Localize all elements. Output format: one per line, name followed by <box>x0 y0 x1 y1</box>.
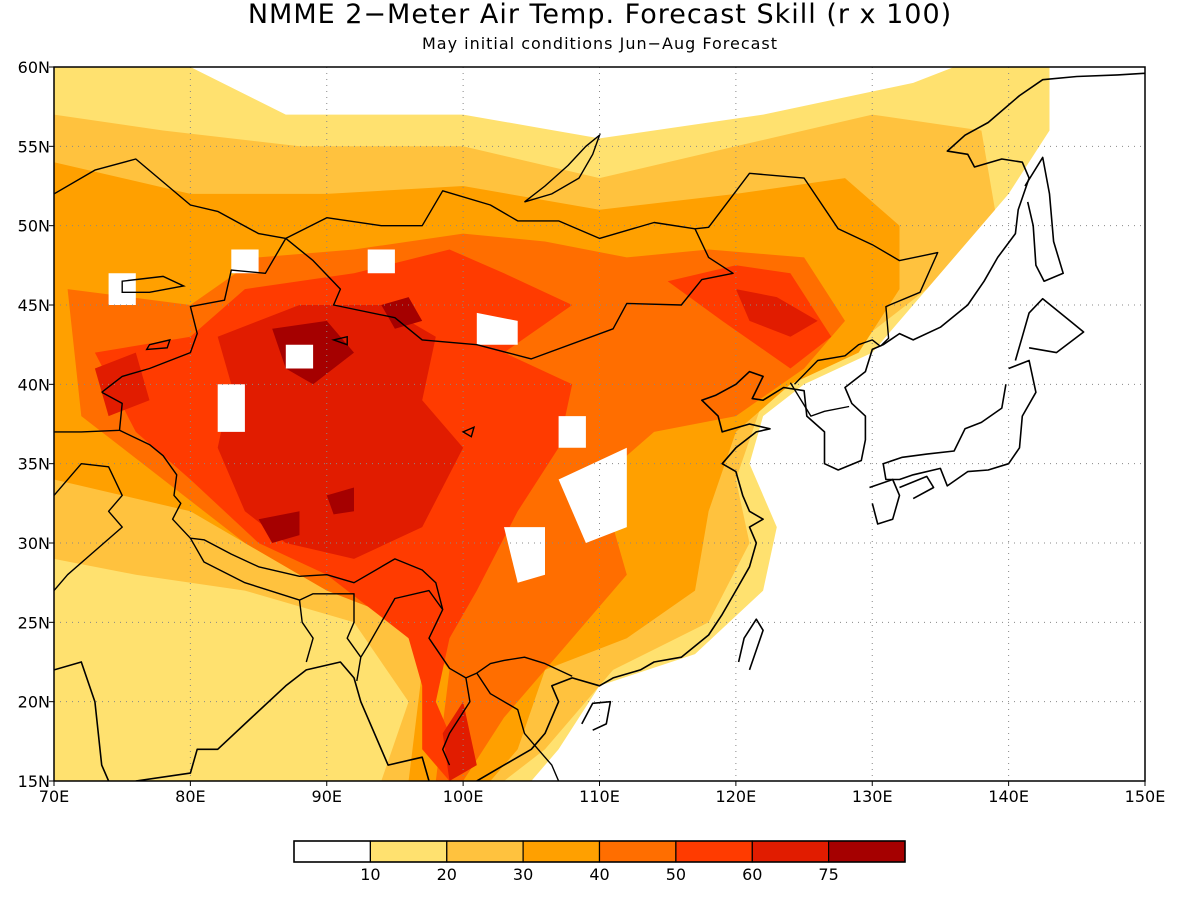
low-skill-patch <box>504 527 545 583</box>
coastline <box>54 661 110 781</box>
lon-tick-label: 150E <box>1125 787 1166 806</box>
country-border <box>54 158 939 347</box>
country-border <box>793 339 881 385</box>
lake-outline <box>461 425 476 438</box>
lon-tick-label: 100E <box>443 787 484 806</box>
colorbar-swatch <box>293 840 372 863</box>
lat-tick-label: 20N <box>18 693 50 712</box>
coastline <box>1014 297 1085 361</box>
lake-outline <box>145 338 171 351</box>
colorbar-swatch <box>369 840 448 863</box>
skill-region-level-6 <box>442 701 477 781</box>
country-border <box>54 391 123 433</box>
colorbar-swatch <box>598 840 677 863</box>
colorbar-label: 75 <box>818 865 838 884</box>
lake-outline <box>524 133 602 203</box>
lon-tick-label: 130E <box>852 787 893 806</box>
lon-tick-label: 120E <box>716 787 757 806</box>
map-lines <box>54 72 1145 781</box>
country-border <box>789 382 850 417</box>
low-skill-patch <box>476 312 518 345</box>
coastline <box>737 618 764 671</box>
coastline <box>135 661 430 781</box>
country-border <box>442 677 471 766</box>
colorbar-label: 20 <box>437 865 457 884</box>
lat-tick-label: 60N <box>18 58 50 77</box>
colorbar-swatch <box>751 840 830 863</box>
colorbar-swatch <box>446 840 524 863</box>
lat-tick-label: 55N <box>18 137 50 156</box>
skill-contours <box>54 67 1050 781</box>
colorbar-swatch <box>675 840 753 863</box>
lat-tick-label: 25N <box>18 613 50 632</box>
low-skill-patch <box>231 249 259 274</box>
colorbar-label: 40 <box>589 865 609 884</box>
skill-region-level-7 <box>326 487 354 515</box>
lon-tick-label: 140E <box>988 787 1029 806</box>
coastline <box>476 72 1145 781</box>
skill-region-level-7 <box>258 511 300 543</box>
lat-tick-label: 35N <box>18 455 50 474</box>
colorbar-label: 50 <box>666 865 686 884</box>
low-skill-patch <box>217 384 245 432</box>
lon-tick-label: 80E <box>175 787 205 806</box>
low-skill-patch <box>558 447 627 543</box>
lat-tick-label: 15N <box>18 772 50 791</box>
skill-region-level-6 <box>735 289 818 337</box>
colorbar-label: 60 <box>742 865 762 884</box>
lake-outline <box>331 335 348 346</box>
map-subtitle: May initial conditions Jun−Aug Forecast <box>421 34 779 53</box>
country-border <box>360 589 444 658</box>
coastline <box>581 700 612 731</box>
low-skill-patch <box>285 344 314 369</box>
coastline <box>1024 156 1064 283</box>
coastline <box>899 475 935 500</box>
lat-tick-label: 45N <box>18 296 50 315</box>
country-border <box>476 672 560 781</box>
colorbar-frame <box>293 840 906 863</box>
coastline <box>882 359 1037 487</box>
colorbar-label: 30 <box>513 865 533 884</box>
coastline <box>869 478 901 525</box>
colorbar: 10 20 30 40 50 60 75 <box>293 840 906 884</box>
country-border <box>285 228 734 360</box>
low-skill-patch <box>367 249 395 274</box>
colorbar-swatch <box>827 840 906 863</box>
lat-tick-label: 50N <box>18 217 50 236</box>
lon-tick-label: 110E <box>579 787 620 806</box>
country-border <box>298 600 314 663</box>
country-border <box>54 463 123 592</box>
country-border <box>101 238 287 393</box>
lon-tick-label: 70E <box>39 787 69 806</box>
lat-tick-label: 40N <box>18 375 50 394</box>
map-title: NMME 2−Meter Air Temp. Forecast Skill (r… <box>247 0 953 30</box>
lon-tick-label: 90E <box>312 787 342 806</box>
colorbar-label: 10 <box>360 865 380 884</box>
country-border <box>119 429 573 679</box>
colorbar-swatch <box>522 840 601 863</box>
axis-labels: 70E 80E 90E 100E 110E 120E 130E 140E 150E 60N 55N 5… <box>18 58 1166 806</box>
gridlines <box>54 67 1145 781</box>
skill-region-level-7 <box>381 297 423 329</box>
skill-region-level-6 <box>94 352 150 417</box>
lat-tick-label: 30N <box>18 534 50 553</box>
lake-outline <box>121 275 186 293</box>
skill-region-level-6 <box>217 305 464 559</box>
country-border <box>189 537 362 682</box>
low-skill-patch <box>558 416 586 448</box>
